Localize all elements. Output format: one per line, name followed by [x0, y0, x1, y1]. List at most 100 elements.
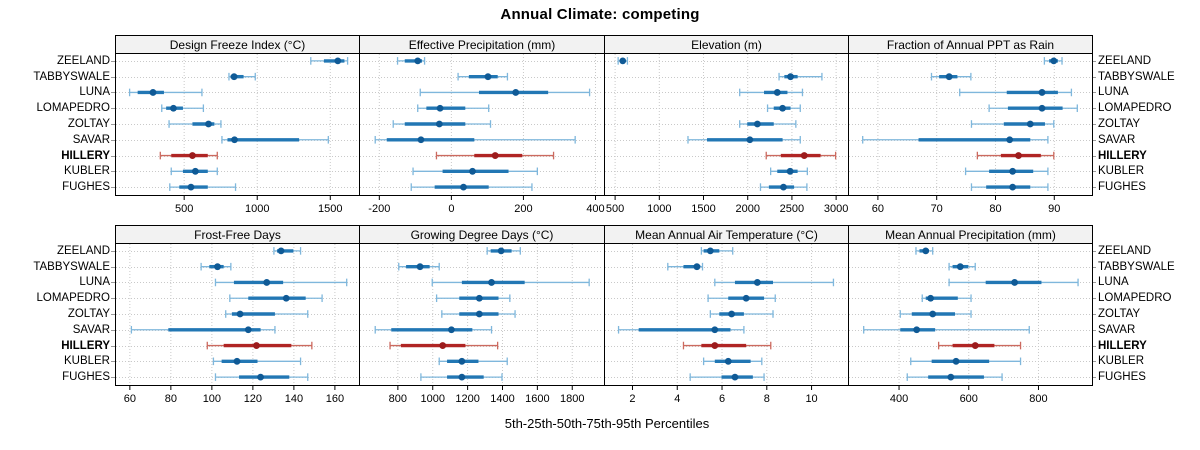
station-label-right: LUNA: [1098, 276, 1129, 289]
station-label-left: LUNA: [79, 276, 110, 289]
svg-text:0: 0: [448, 203, 454, 215]
y-tick-mark: [1092, 314, 1096, 315]
station-label-right: LOMAPEDRO: [1098, 102, 1172, 115]
svg-text:60: 60: [872, 203, 884, 215]
y-tick-mark: [111, 330, 115, 331]
y-tick-mark: [111, 171, 115, 172]
station-label-right: SAVAR: [1098, 133, 1136, 146]
panel-plot: 2 4 6 8 10: [604, 243, 849, 405]
svg-text:600: 600: [960, 393, 978, 405]
y-tick-mark: [111, 314, 115, 315]
station-label-right: TABBYSWALE: [1098, 70, 1175, 83]
station-label-left: TABBYSWALE: [33, 70, 110, 83]
y-tick-mark: [1092, 377, 1096, 378]
station-label-right: KUBLER: [1098, 165, 1145, 178]
svg-text:-200: -200: [368, 203, 390, 215]
svg-text:8: 8: [764, 393, 770, 405]
y-tick-mark: [1092, 251, 1096, 252]
panel-strip-fraction-ppt-rain: Fraction of Annual PPT as Rain: [848, 35, 1093, 54]
panel-plot: -200 0 200 400: [359, 53, 605, 215]
svg-text:2500: 2500: [780, 203, 804, 215]
station-label-left: TABBYSWALE: [33, 260, 110, 273]
y-tick-mark: [111, 187, 115, 188]
y-tick-mark: [1092, 108, 1096, 109]
svg-text:2: 2: [629, 393, 635, 405]
svg-text:1500: 1500: [691, 203, 715, 215]
svg-text:500: 500: [606, 203, 624, 215]
panel-strip-growing-degree-days: Growing Degree Days (°C): [359, 225, 605, 244]
svg-text:80: 80: [989, 203, 1001, 215]
svg-text:3000: 3000: [824, 203, 848, 215]
station-label-left: ZEELAND: [56, 54, 110, 67]
panel-plot: 60 70 80 90: [848, 53, 1093, 215]
station-label-left: FUGHES: [62, 371, 110, 384]
station-label-right: ZEELAND: [1098, 244, 1152, 257]
y-tick-mark: [1092, 330, 1096, 331]
y-tick-mark: [1092, 298, 1096, 299]
station-label-left: SAVAR: [72, 133, 110, 146]
y-tick-mark: [1092, 171, 1096, 172]
station-label-right: FUGHES: [1098, 371, 1146, 384]
station-label-right: HILLERY: [1098, 149, 1147, 162]
y-tick-mark: [111, 377, 115, 378]
y-tick-mark: [111, 124, 115, 125]
svg-text:2000: 2000: [735, 203, 759, 215]
panel-strip-elevation: Elevation (m): [604, 35, 849, 54]
y-tick-mark: [1092, 61, 1096, 62]
svg-text:800: 800: [389, 393, 407, 405]
panel-plot: 500 1000 1500: [115, 53, 360, 215]
y-tick-mark: [1092, 282, 1096, 283]
station-label-left: SAVAR: [72, 323, 110, 336]
y-tick-mark: [111, 77, 115, 78]
station-label-left: LOMAPEDRO: [36, 292, 111, 305]
svg-text:800: 800: [1029, 393, 1047, 405]
panel-plot: 500 1000 1500 2000 2500 3000: [604, 53, 849, 215]
station-label-left: KUBLER: [63, 355, 110, 368]
axis-caption: 5th-25th-50th-75th-95th Percentiles: [504, 416, 710, 431]
y-tick-mark: [111, 156, 115, 157]
station-label-right: ZOLTAY: [1098, 308, 1141, 320]
svg-text:1400: 1400: [490, 393, 514, 405]
station-label-left: ZEELAND: [56, 244, 110, 257]
svg-text:90: 90: [1048, 203, 1060, 215]
panel-strip-design-freeze-index: Design Freeze Index (°C): [115, 35, 360, 54]
y-tick-mark: [111, 108, 115, 109]
svg-text:1500: 1500: [318, 203, 342, 215]
station-label-left: KUBLER: [63, 165, 110, 178]
svg-text:60: 60: [124, 393, 136, 405]
station-label-right: FUGHES: [1098, 181, 1146, 194]
svg-text:1000: 1000: [647, 203, 671, 215]
y-tick-mark: [111, 251, 115, 252]
panel-strip-mean-annual-air-temp: Mean Annual Air Temperature (°C): [604, 225, 849, 244]
svg-text:80: 80: [165, 393, 177, 405]
svg-text:70: 70: [931, 203, 943, 215]
panel-strip-effective-precipitation: Effective Precipitation (mm): [359, 35, 605, 54]
y-tick-mark: [111, 61, 115, 62]
svg-text:6: 6: [719, 393, 725, 405]
station-label-left: LUNA: [79, 86, 110, 99]
panel-plot: 60 80 100 120 140 160: [115, 243, 360, 405]
svg-text:400: 400: [586, 203, 604, 215]
panel-strip-mean-annual-precip: Mean Annual Precipitation (mm): [848, 225, 1093, 244]
svg-text:200: 200: [514, 203, 532, 215]
y-tick-mark: [1092, 92, 1096, 93]
panel-plot: 800 1000 1200 1400 1600 1800: [359, 243, 605, 405]
station-label-left: ZOLTAY: [67, 308, 110, 320]
station-label-right: TABBYSWALE: [1098, 260, 1175, 273]
y-tick-mark: [111, 267, 115, 268]
svg-text:500: 500: [175, 203, 193, 215]
y-tick-mark: [111, 282, 115, 283]
station-label-right: HILLERY: [1098, 339, 1147, 352]
panel-plot: 400 600 800: [848, 243, 1093, 405]
svg-text:10: 10: [805, 393, 817, 405]
y-tick-mark: [1092, 187, 1096, 188]
station-label-left: FUGHES: [62, 181, 110, 194]
y-tick-mark: [1092, 267, 1096, 268]
station-label-right: LOMAPEDRO: [1098, 292, 1172, 305]
station-label-left: ZOLTAY: [67, 118, 110, 130]
y-tick-mark: [111, 140, 115, 141]
y-tick-mark: [1092, 346, 1096, 347]
y-tick-mark: [1092, 140, 1096, 141]
y-tick-mark: [111, 346, 115, 347]
y-tick-mark: [1092, 361, 1096, 362]
